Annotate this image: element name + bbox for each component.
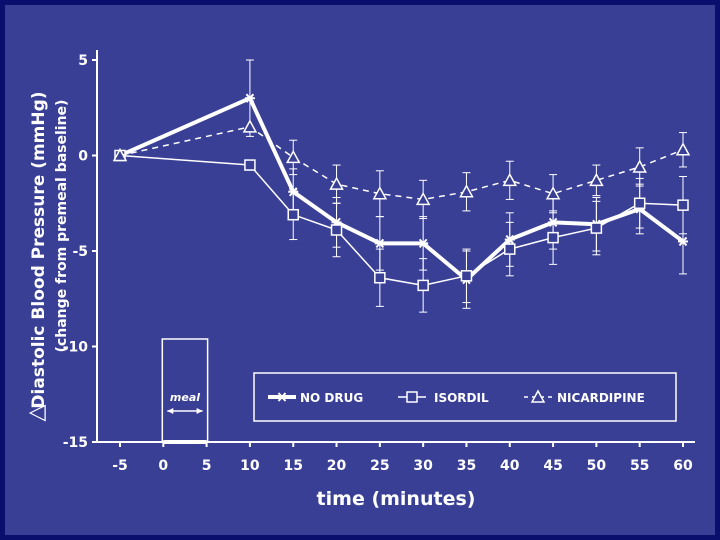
data-point-isordil [287,208,299,221]
meal-label: meal [170,391,200,404]
data-point-isordil [417,279,429,292]
x-tick-label: 5 [202,458,212,474]
data-point-isordil [374,271,386,284]
x-tick-label: 35 [457,458,476,474]
data-point-nicardipine [242,119,258,133]
data-point-nicardipine [112,147,128,162]
y-tick-label: 0 [78,149,88,165]
x-tick-label: 50 [587,458,607,474]
data-point-nicardipine [285,149,301,164]
data-point-isordil [504,243,516,255]
x-tick-label: 0 [158,458,168,474]
data-point-no-drug [374,238,385,249]
data-point-nicardipine [329,176,344,190]
legend-box [253,372,677,422]
legend: NO DRUG ISORDIL NICARDIPINE [253,372,677,422]
data-point-no-drug [678,236,688,247]
x-tick-label: 15 [283,458,302,474]
data-point-nicardipine [589,172,604,187]
y-axis-title: Diastolic Blood Pressure (mmHg) [29,91,49,408]
data-point-isordil [244,159,256,171]
data-point-nicardipine [372,186,388,200]
x-tick-label: 60 [673,458,693,474]
delta-triangle-icon: △ [24,404,49,421]
data-point-isordil [330,224,343,236]
plot-area [112,59,691,313]
legend-marker-isordil [406,391,418,403]
data-point-isordil [590,222,603,234]
series-line-isordil [119,154,684,287]
data-point-nicardipine [675,142,691,156]
x-tick-label: 20 [327,458,347,474]
x-tick-label: -5 [112,458,128,474]
data-point-isordil [460,270,473,282]
data-point-isordil [633,197,646,209]
y-tick-label: -5 [72,244,88,260]
x-tick-label: 40 [500,458,520,474]
data-point-isordil [677,199,689,211]
data-point-nicardipine [545,186,561,200]
legend-label-isordil: ISORDIL [434,391,489,405]
data-point-isordil [547,231,559,244]
data-point-nicardipine [632,159,647,173]
x-tick-label: 45 [543,458,562,474]
data-point-no-drug [244,93,255,103]
data-point-no-drug [418,238,429,249]
data-point-nicardipine [415,191,431,206]
x-tick-label: 25 [370,458,389,474]
data-point-nicardipine [459,184,474,198]
legend-label-no-drug: NO DRUG [300,391,363,405]
legend-marker-no-drug [277,392,287,402]
axes: 50-5-10-15-5 0 5 10 15 20 25 30 35 40 45 50 55 60 [63,50,695,474]
x-tick-label: 30 [413,458,433,474]
x-tick-label: 55 [630,458,649,474]
y-tick-label: -10 [63,340,89,356]
x-axis-title: time (minutes) [317,488,476,510]
series-isordil [114,149,689,313]
legend-marker-nicardipine [530,389,546,403]
series-nicardipine [112,119,691,220]
x-tick-label: 10 [240,458,260,474]
series-line-nicardipine [119,126,684,201]
y-tick-label: -15 [63,435,88,451]
y-axis-subtitle: (change from premeal baseline) [54,100,70,353]
series-line-no-drug [119,96,685,282]
legend-label-nicardipine: NICARDIPINE [557,391,645,405]
meal-marker: meal [161,338,209,444]
data-point-nicardipine [502,172,518,187]
y-tick-label: 5 [78,53,88,69]
